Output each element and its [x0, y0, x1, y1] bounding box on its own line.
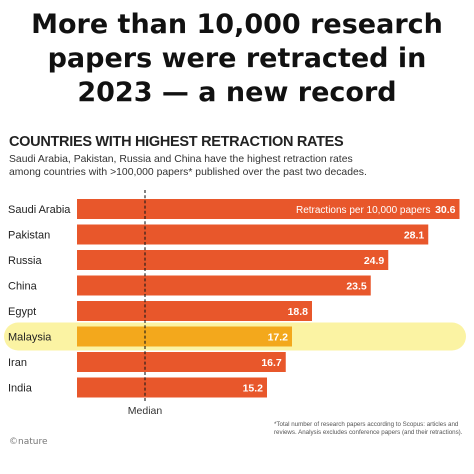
bar: [77, 275, 371, 296]
category-label: Iran: [8, 357, 27, 369]
value-label: 24.9: [364, 255, 385, 267]
category-label: Malaysia: [8, 332, 52, 344]
bar: [77, 199, 460, 219]
value-label: 28.1: [404, 230, 425, 242]
bar: [77, 250, 389, 270]
bar: [77, 377, 267, 398]
value-label: 17.2: [268, 332, 289, 344]
category-label: China: [8, 281, 38, 293]
value-unit-label: Retractions per 10,000 papers: [296, 205, 431, 216]
chart-subtitle-line-1: Saudi Arabia, Pakistan, Russia and China…: [9, 154, 353, 165]
value-label: 16.7: [261, 357, 282, 369]
headline-line-3: 2023 — a new record: [77, 77, 397, 108]
chart-title: COUNTRIES WITH HIGHEST RETRACTION RATES: [9, 134, 344, 150]
median-label: Median: [128, 405, 163, 417]
category-label: Pakistan: [8, 230, 50, 242]
bar: [77, 224, 429, 245]
bar: [77, 301, 312, 321]
headline-line-2: papers were retracted in: [47, 43, 427, 74]
chart-subtitle: Saudi Arabia, Pakistan, Russia and China…: [9, 153, 449, 179]
category-label: Russia: [8, 255, 43, 267]
value-label: 15.2: [243, 383, 264, 395]
footnote-line-1: *Total number of research papers accordi…: [274, 421, 459, 428]
category-label: Egypt: [8, 306, 36, 318]
category-label: Saudi Arabia: [8, 204, 71, 216]
category-label: India: [8, 383, 33, 395]
headline-line-1: More than 10,000 research: [31, 9, 443, 40]
footnote: *Total number of research papers accordi…: [274, 421, 470, 437]
footnote-line-2: reviews. Analysis excludes conference pa…: [274, 429, 463, 436]
bar: [77, 352, 286, 372]
chart-subtitle-line-2: among countries with >100,000 papers* pu…: [9, 167, 367, 178]
value-label: 23.5: [346, 281, 367, 293]
value-label: 18.8: [288, 306, 309, 318]
bar: [77, 326, 292, 347]
nature-logo: ©nature: [9, 437, 48, 447]
value-label: 30.6: [435, 204, 456, 216]
headline: More than 10,000 research papers were re…: [0, 8, 474, 110]
